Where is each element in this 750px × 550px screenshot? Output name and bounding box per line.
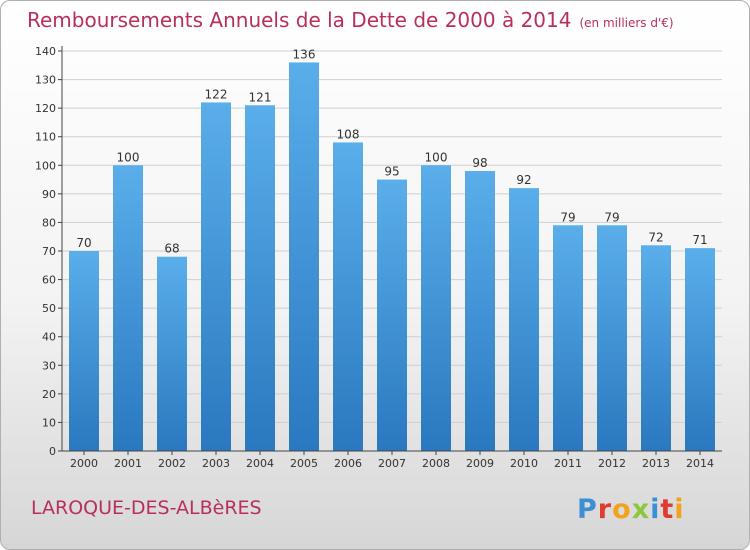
data-labels: 70 100 68 122 121 136 108 95 100 98 92 79 79 72 71: [76, 47, 707, 255]
data-label-2014: 71: [692, 233, 707, 247]
data-label-2011: 79: [560, 210, 575, 224]
place-name: LAROQUE-DES-ALBèRES: [31, 497, 262, 519]
x-tick-label-2006: 2006: [334, 457, 362, 470]
bars: [69, 62, 715, 452]
bar-2006: [333, 142, 363, 451]
bar-2010: [509, 188, 539, 451]
y-tick-label: 50: [42, 302, 56, 315]
x-tick-label-2003: 2003: [202, 457, 230, 470]
y-tick-label: 40: [42, 331, 56, 344]
bar-2008: [421, 165, 451, 452]
x-tick-label-2011: 2011: [554, 457, 582, 470]
data-label-2000: 70: [76, 236, 91, 250]
y-tick-label: 60: [42, 274, 56, 287]
y-tick-label: 20: [42, 388, 56, 401]
x-tick-label-2004: 2004: [246, 457, 274, 470]
y-tick-labels: 0 10 20 30 40 50 60 70 80 90 100 110 120 130 140: [35, 45, 56, 458]
brand-letter: x: [631, 494, 651, 525]
bar-2011: [553, 225, 583, 451]
x-tick-label-2009: 2009: [466, 457, 494, 470]
data-label-2004: 121: [249, 90, 272, 104]
data-label-2001: 100: [117, 150, 140, 164]
data-label-2002: 68: [164, 242, 179, 256]
x-tick-label-2005: 2005: [290, 457, 318, 470]
data-label-2006: 108: [337, 127, 360, 141]
data-label-2007: 95: [384, 165, 399, 179]
x-tick-label-2000: 2000: [70, 457, 98, 470]
x-tick-label-2008: 2008: [422, 457, 450, 470]
bar-2000: [69, 251, 99, 451]
brand-logo: Proxiti: [577, 494, 685, 525]
x-tick-label-2002: 2002: [158, 457, 186, 470]
data-label-2008: 100: [425, 150, 448, 164]
bar-2009: [465, 171, 495, 451]
x-tick-labels: 2000 2001 2002 2003 2004 2005 2006 2007 2008 2009…: [70, 457, 714, 470]
brand-letter: r: [597, 494, 613, 525]
x-tick-label-2001: 2001: [114, 457, 142, 470]
y-tick-label: 80: [42, 216, 56, 229]
data-label-2009: 98: [472, 156, 487, 170]
data-label-2012: 79: [604, 210, 619, 224]
data-label-2005: 136: [293, 47, 316, 61]
x-tick-label-2013: 2013: [642, 457, 670, 470]
x-tick-label-2007: 2007: [378, 457, 406, 470]
x-tick-label-2012: 2012: [598, 457, 626, 470]
y-tick-label: 0: [49, 445, 56, 458]
bar-2002: [157, 256, 187, 451]
chart-title-text: Remboursements Annuels de la Dette de 20…: [27, 8, 572, 32]
x-tick-label-2010: 2010: [510, 457, 538, 470]
bar-2001: [113, 165, 143, 452]
y-tick-label: 100: [35, 159, 56, 172]
y-tick-label: 70: [42, 245, 56, 258]
bar-2005: [289, 62, 319, 452]
bar-2012: [597, 225, 627, 451]
bar-2004: [245, 105, 275, 452]
data-label-2003: 122: [205, 87, 228, 101]
brand-letter: P: [577, 494, 598, 525]
bar-2003: [201, 102, 231, 451]
brand-letter: i: [674, 494, 685, 525]
y-tick-label: 120: [35, 102, 56, 115]
y-tick-label: 110: [35, 131, 56, 144]
y-tick-label: 30: [42, 359, 56, 372]
brand-letter: t: [660, 494, 675, 525]
bar-2013: [641, 245, 671, 451]
bar-2007: [377, 179, 407, 452]
y-tick-label: 130: [35, 74, 56, 87]
data-label-2013: 72: [648, 230, 663, 244]
data-label-2010: 92: [516, 173, 531, 187]
bar-2014: [685, 248, 715, 451]
y-tick-label: 140: [35, 45, 56, 58]
brand-letter: o: [612, 494, 632, 525]
chart-unit: (en milliers d'€): [579, 16, 674, 30]
x-tick-label-2014: 2014: [686, 457, 714, 470]
chart-title: Remboursements Annuels de la Dette de 20…: [27, 8, 674, 32]
brand-letter: i: [650, 494, 661, 525]
y-tick-label: 90: [42, 188, 56, 201]
axes: [58, 46, 722, 455]
y-tick-label: 10: [42, 416, 56, 429]
